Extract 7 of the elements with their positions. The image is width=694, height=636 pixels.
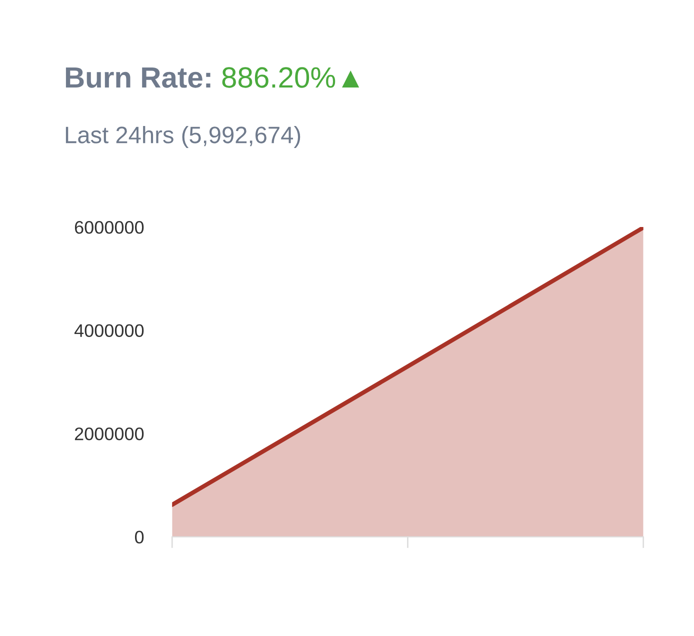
chart-title: Burn Rate: <box>66 67 210 88</box>
y-tick-label: 4000000 <box>74 324 144 338</box>
y-tick-label: 2000000 <box>74 427 144 440</box>
y-tick-label: 6000000 <box>74 220 144 234</box>
text: 886.20%▲ <box>222 67 360 88</box>
chart-subtitle: Last 24hrs (5,992,674) <box>66 126 300 148</box>
y-tick-label: 0 <box>135 530 144 544</box>
